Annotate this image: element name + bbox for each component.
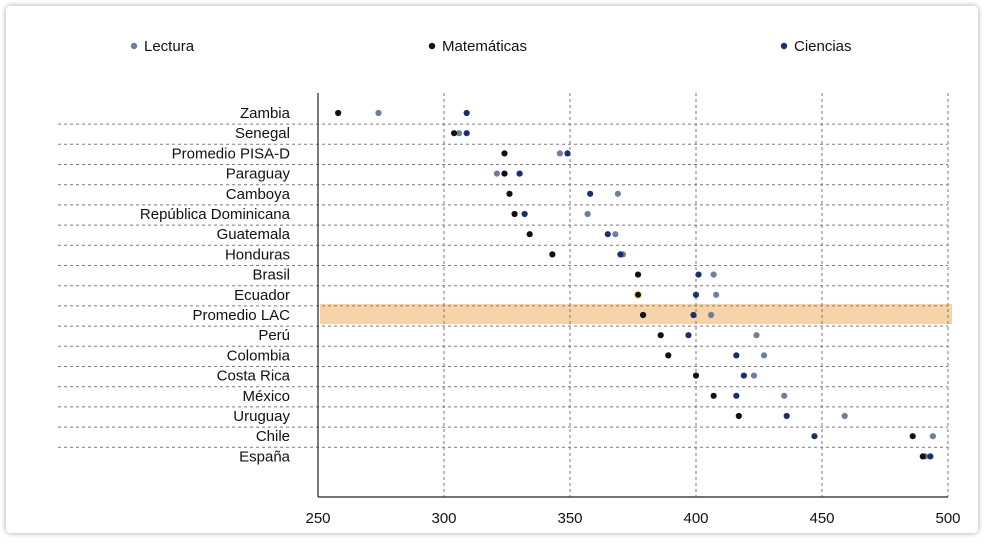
point-matematicas-paraguay <box>501 170 508 177</box>
point-lectura-senegal <box>456 130 463 137</box>
category-label-promedio-pisa-d: Promedio PISA-D <box>172 145 291 162</box>
category-label-republica-dominicana: República Dominicana <box>140 206 291 223</box>
point-matematicas-uruguay <box>735 412 742 420</box>
gridlines <box>443 93 949 497</box>
legend-label-matematicas: Matemáticas <box>442 38 527 55</box>
point-matematicas-guatemala <box>526 231 533 238</box>
point-matematicas-peru <box>657 332 664 339</box>
point-lectura-ecuador <box>713 291 720 298</box>
category-label-brasil: Brasil <box>252 267 290 284</box>
category-label-paraguay: Paraguay <box>226 166 291 183</box>
point-ciencias-promedio-pisa-d <box>564 150 571 157</box>
x-tick-label-400: 400 <box>683 510 708 527</box>
category-label-honduras: Honduras <box>225 246 290 263</box>
point-ciencias-chile <box>811 433 818 440</box>
point-lectura-costa-rica <box>750 372 758 379</box>
data-points <box>335 109 936 460</box>
category-label-espana: España <box>239 448 291 465</box>
point-lectura-chile <box>929 433 936 440</box>
point-lectura-brasil <box>710 271 717 278</box>
point-lectura-zambia <box>375 109 382 117</box>
point-lectura-colombia <box>760 352 768 359</box>
point-matematicas-promedio-lac <box>639 311 647 319</box>
category-label-costa-rica: Costa Rica <box>217 368 291 385</box>
point-ciencias-senegal <box>463 130 470 137</box>
point-lectura-republica-dominicana <box>584 210 591 218</box>
legend-marker-lectura <box>130 42 138 50</box>
legend-label-lectura: Lectura <box>144 38 195 55</box>
highlight-band-ecuador <box>320 303 952 325</box>
point-matematicas-camboya <box>506 190 513 197</box>
x-tick-label-250: 250 <box>305 510 330 527</box>
point-matematicas-chile <box>909 433 916 440</box>
x-tick-label-300: 300 <box>431 510 456 527</box>
legend-marker-matematicas <box>428 42 436 50</box>
x-tick-label-500: 500 <box>935 510 960 527</box>
point-matematicas-republica-dominicana <box>511 210 518 218</box>
category-label-peru: Perú <box>258 327 290 344</box>
point-lectura-promedio-lac <box>708 311 715 319</box>
point-ciencias-honduras <box>617 251 624 258</box>
category-labels: Zambia Senegal Promedio PISA-D Paraguay Camb… <box>140 105 291 465</box>
point-lectura-guatemala <box>612 231 619 238</box>
point-matematicas-zambia <box>335 109 342 117</box>
point-matematicas-ecuador <box>633 290 643 299</box>
category-label-colombia: Colombia <box>227 347 291 364</box>
point-matematicas-honduras <box>549 251 556 258</box>
point-matematicas-costa-rica <box>692 372 700 379</box>
x-tick-label-350: 350 <box>557 510 582 527</box>
category-label-camboya: Camboya <box>226 186 291 203</box>
point-matematicas-colombia <box>665 352 672 359</box>
point-matematicas-promedio-pisa-d <box>501 150 508 157</box>
point-ciencias-republica-dominicana <box>521 210 528 218</box>
category-label-ecuador: Ecuador <box>234 287 290 304</box>
x-axis: 250 300 350 400 450 500 <box>305 93 961 527</box>
point-ciencias-mexico <box>733 392 740 399</box>
point-ciencias-paraguay <box>516 170 523 177</box>
category-label-zambia: Zambia <box>240 105 291 122</box>
x-tick-label-450: 450 <box>809 510 834 527</box>
point-ciencias-promedio-lac <box>690 311 697 319</box>
point-ciencias-guatemala <box>604 231 611 238</box>
point-ciencias-camboya <box>587 190 594 197</box>
point-matematicas-espana <box>919 453 926 460</box>
point-lectura-mexico <box>781 392 788 399</box>
point-matematicas-brasil <box>634 271 642 278</box>
category-label-senegal: Senegal <box>235 125 290 142</box>
category-label-promedio-lac: Promedio LAC <box>192 307 290 324</box>
point-lectura-uruguay <box>841 412 848 420</box>
point-lectura-promedio-pisa-d <box>556 150 564 157</box>
point-matematicas-mexico <box>710 392 717 399</box>
point-ciencias-brasil <box>695 271 702 278</box>
category-label-uruguay: Uruguay <box>233 408 290 425</box>
category-label-chile: Chile <box>256 428 290 445</box>
legend: Lectura Matemáticas Ciencias <box>130 38 852 55</box>
point-lectura-camboya <box>614 190 621 197</box>
category-label-guatemala: Guatemala <box>217 226 291 243</box>
point-ciencias-colombia <box>733 352 740 359</box>
point-ciencias-ecuador <box>692 291 700 298</box>
point-ciencias-zambia <box>463 109 470 117</box>
legend-label-ciencias: Ciencias <box>794 38 852 55</box>
point-matematicas-senegal <box>450 130 458 137</box>
point-ciencias-uruguay <box>783 412 790 420</box>
chart-frame <box>6 6 978 533</box>
point-lectura-peru <box>753 332 760 339</box>
legend-marker-ciencias <box>780 42 788 50</box>
point-ciencias-costa-rica <box>740 372 747 379</box>
point-ciencias-peru <box>685 332 692 339</box>
point-lectura-paraguay <box>493 170 501 177</box>
row-guide-lines <box>58 123 948 448</box>
category-label-mexico: México <box>242 388 290 405</box>
point-ciencias-espana <box>927 453 934 460</box>
